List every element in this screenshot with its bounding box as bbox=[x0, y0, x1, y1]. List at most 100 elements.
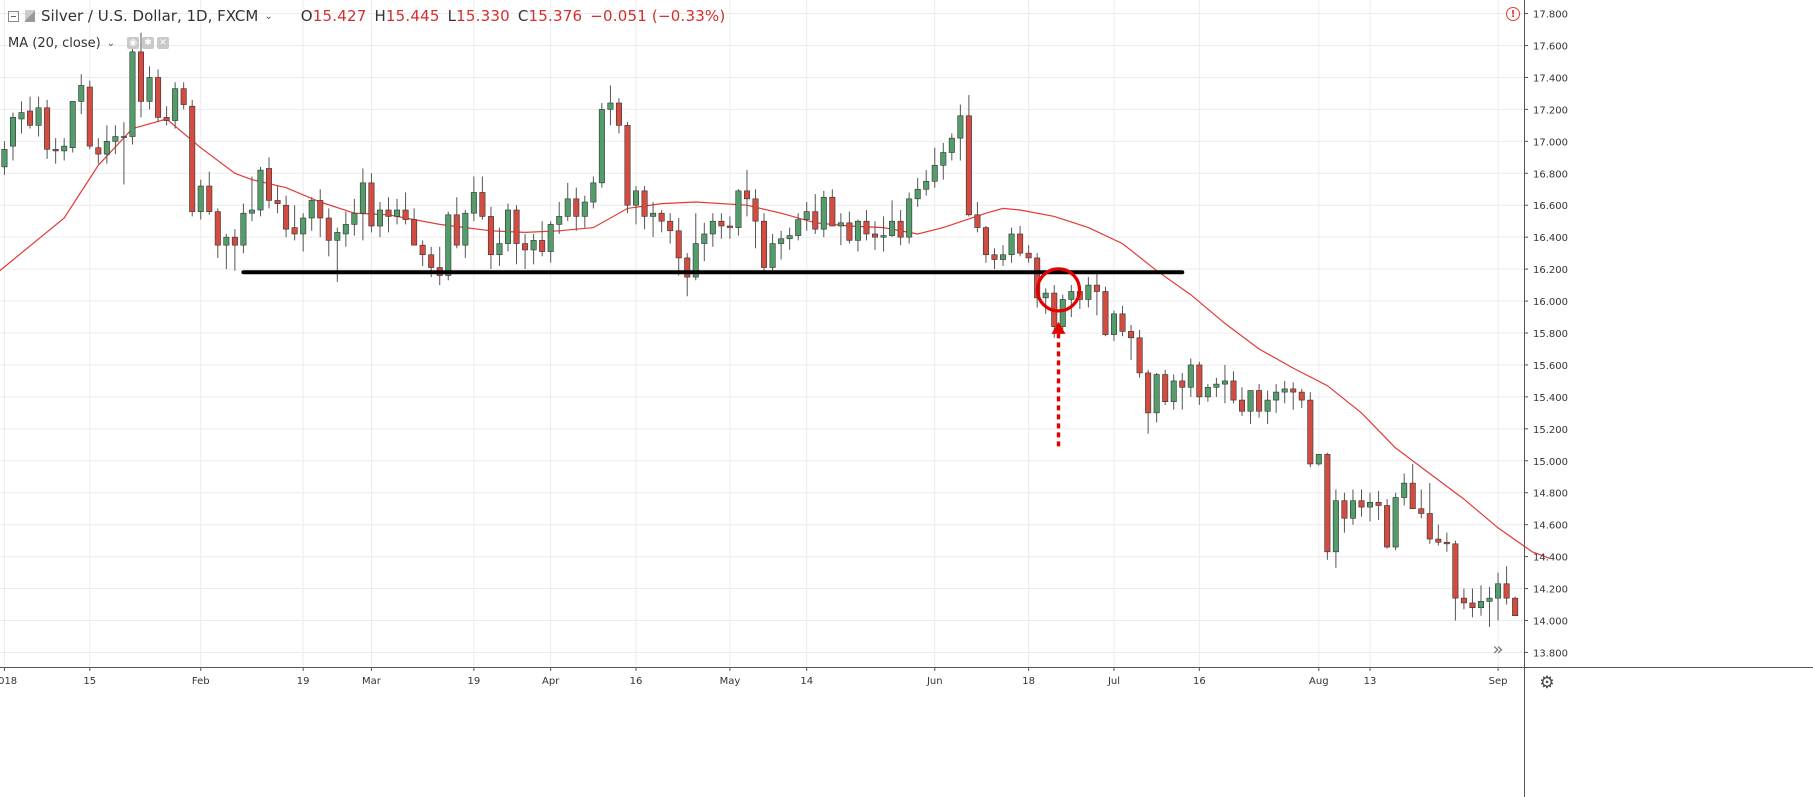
candle-body bbox=[1085, 284, 1092, 300]
candle-up bbox=[35, 96, 42, 137]
candle-body bbox=[957, 115, 964, 139]
x-tick-label: Sep bbox=[1489, 676, 1508, 687]
chevron-down-icon[interactable]: ⌄ bbox=[264, 10, 273, 22]
close-icon[interactable]: ✕ bbox=[157, 37, 170, 49]
y-tick-label: 17.600 bbox=[1533, 42, 1568, 53]
candle-down bbox=[897, 210, 904, 246]
candle-body bbox=[1068, 291, 1075, 300]
candle-body bbox=[1281, 388, 1288, 393]
candle-body bbox=[786, 235, 793, 240]
candle-body bbox=[376, 209, 383, 227]
candle-body bbox=[317, 200, 324, 219]
candle-down bbox=[1239, 387, 1246, 417]
candle-up bbox=[351, 198, 358, 236]
candle-down bbox=[1452, 540, 1459, 621]
candle-up bbox=[1332, 489, 1339, 568]
candle-body bbox=[385, 209, 392, 217]
candle-down bbox=[965, 95, 972, 217]
candle-body bbox=[1290, 388, 1297, 393]
candle-down bbox=[189, 99, 196, 217]
candle-down bbox=[283, 195, 290, 238]
candle-body bbox=[761, 220, 768, 268]
candle-body bbox=[44, 107, 51, 150]
candle-down bbox=[718, 213, 725, 239]
x-tick-label: 2018 bbox=[0, 676, 17, 687]
candle-up bbox=[854, 219, 861, 252]
candle-body bbox=[325, 217, 332, 241]
settings-icon[interactable]: ✱ bbox=[142, 37, 155, 49]
symbol-title[interactable]: Silver / U.S. Dollar, 1D, FXCM bbox=[41, 7, 259, 25]
candle-down bbox=[1256, 384, 1263, 418]
candle-body bbox=[146, 77, 153, 102]
scroll-right-icon[interactable]: » bbox=[1492, 638, 1504, 660]
candle-body bbox=[641, 190, 648, 217]
candle-down bbox=[1017, 225, 1024, 257]
candle-down bbox=[44, 99, 51, 159]
alert-circle-icon[interactable]: ! bbox=[1506, 7, 1520, 21]
candle-up bbox=[889, 200, 896, 238]
candle-body bbox=[914, 188, 921, 200]
candle-up bbox=[1247, 390, 1254, 425]
candle-body bbox=[240, 212, 247, 246]
candle-body bbox=[1239, 399, 1246, 412]
candle-up bbox=[709, 213, 716, 247]
candle-up bbox=[786, 227, 793, 250]
candle-up bbox=[257, 166, 264, 217]
candle-up bbox=[342, 211, 349, 247]
candle-body bbox=[658, 212, 665, 222]
candle-up bbox=[650, 202, 657, 238]
candle-body bbox=[1495, 583, 1502, 599]
candle-body bbox=[872, 233, 879, 238]
candle-up bbox=[462, 210, 469, 258]
y-tick-label: 15.600 bbox=[1533, 361, 1568, 372]
gear-icon[interactable]: ⚙ bbox=[1539, 673, 1555, 693]
y-tick-label: 14.200 bbox=[1533, 585, 1568, 596]
candle-down bbox=[291, 205, 298, 241]
candle-down bbox=[419, 240, 426, 266]
candle-up bbox=[69, 101, 76, 153]
low-label: L bbox=[447, 7, 457, 25]
candle-down bbox=[829, 189, 836, 227]
chevron-down-icon[interactable]: ⌄ bbox=[106, 37, 116, 49]
candle-down bbox=[1341, 492, 1348, 533]
candle-body bbox=[1392, 497, 1399, 548]
candle-down bbox=[812, 194, 819, 234]
candle-up bbox=[820, 190, 827, 238]
candles-layer[interactable] bbox=[0, 32, 1519, 627]
candle-down bbox=[1179, 372, 1186, 410]
candle-up bbox=[1008, 227, 1015, 263]
candle-down bbox=[180, 82, 187, 110]
candle-down bbox=[1503, 566, 1510, 605]
candle-body bbox=[863, 220, 870, 235]
candle-up bbox=[735, 189, 742, 236]
eye-icon[interactable]: ◉ bbox=[127, 37, 140, 49]
candle-up bbox=[61, 138, 68, 161]
candle-body bbox=[112, 136, 119, 142]
candle-body bbox=[556, 216, 563, 225]
candle-body bbox=[1042, 292, 1049, 299]
candle-body bbox=[1187, 364, 1194, 388]
candle-up bbox=[1059, 294, 1066, 330]
candle-up bbox=[957, 104, 964, 161]
candle-body bbox=[394, 209, 401, 217]
candle-body bbox=[248, 209, 255, 214]
candle-up bbox=[837, 213, 844, 246]
candle-body bbox=[103, 141, 110, 155]
candle-up bbox=[1068, 285, 1075, 318]
x-tick-label: 14 bbox=[800, 676, 813, 687]
candle-up bbox=[248, 176, 255, 222]
candle-body bbox=[906, 198, 913, 238]
candle-body bbox=[547, 224, 554, 252]
candle-up bbox=[880, 216, 887, 252]
candle-down bbox=[1409, 463, 1416, 509]
y-tick-label: 17.400 bbox=[1533, 73, 1568, 84]
candle-body bbox=[1196, 364, 1203, 398]
candle-body bbox=[1401, 482, 1408, 498]
indicator-title[interactable]: MA (20, close) bbox=[8, 35, 101, 51]
candle-up bbox=[803, 202, 810, 231]
collapse-square-icon[interactable] bbox=[8, 10, 19, 22]
arrow-head bbox=[1051, 321, 1066, 334]
candle-body bbox=[607, 102, 614, 110]
candle-down bbox=[317, 189, 324, 238]
